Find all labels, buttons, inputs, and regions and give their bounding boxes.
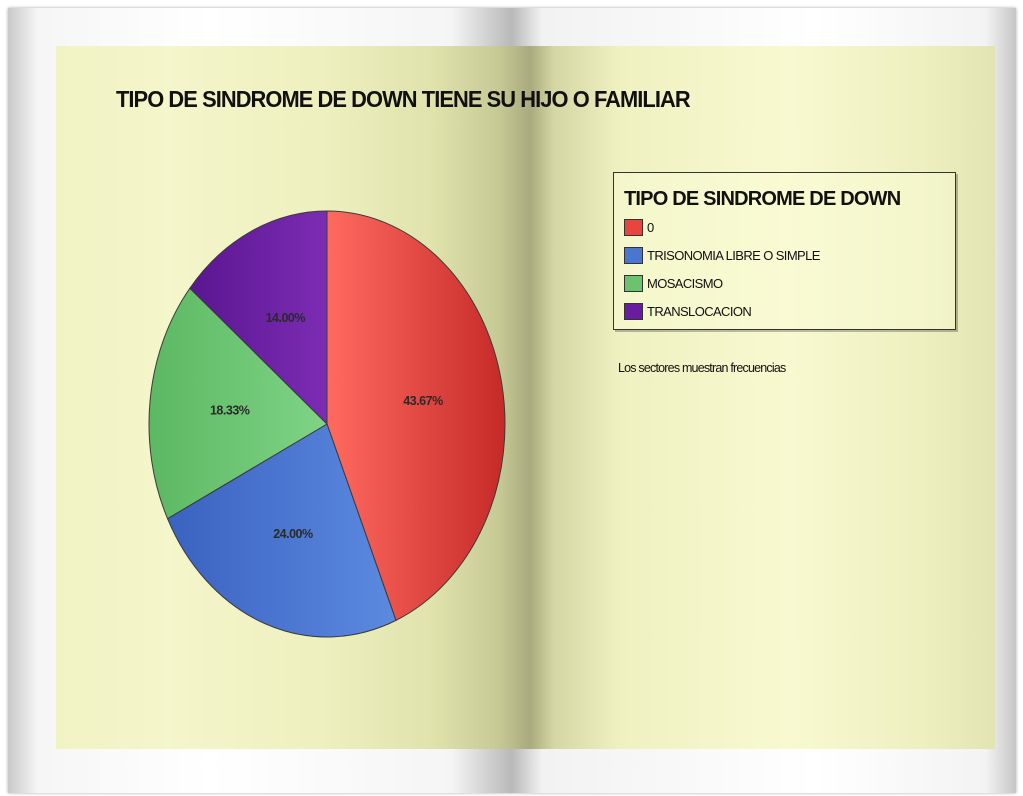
legend-swatch-green: [624, 274, 643, 292]
legend-swatch-blue: [624, 246, 643, 264]
slice-0: [326, 210, 506, 622]
legend-label: TRISONOMIA LIBRE O SIMPLE: [647, 247, 820, 263]
legend-title: TIPO DE SINDROME DE DOWN: [624, 188, 901, 210]
legend-label: TRANSLOCACION: [647, 303, 752, 319]
slice-value-label: 18.33%: [210, 404, 250, 418]
legend-label: MOSACISMO: [647, 275, 723, 291]
legend: TIPO DE SINDROME DE DOWN 0 TRISONOMIA LI…: [613, 172, 956, 330]
legend-item: 0: [624, 217, 654, 237]
slice-value-label: 43.67%: [403, 394, 443, 408]
chart-note: Los sectores muestran frecuencias: [618, 361, 786, 375]
legend-swatch-purple: [624, 302, 643, 320]
legend-item: TRANSLOCACION: [624, 301, 752, 321]
slice-translocacion: [189, 210, 328, 426]
legend-swatch-red: [624, 218, 643, 236]
legend-label: 0: [647, 219, 654, 235]
book-background: [8, 8, 1016, 793]
slice-value-label: 24.00%: [273, 527, 313, 541]
legend-item: TRISONOMIA LIBRE O SIMPLE: [624, 245, 820, 265]
chart-title: TIPO DE SINDROME DE DOWN TIENE SU HIJO O…: [116, 86, 691, 112]
slice-value-label: 14.00%: [266, 311, 306, 325]
legend-item: MOSACISMO: [624, 273, 723, 293]
slice-trisonomia: [166, 423, 397, 638]
slice-mosacismo: [148, 287, 328, 520]
